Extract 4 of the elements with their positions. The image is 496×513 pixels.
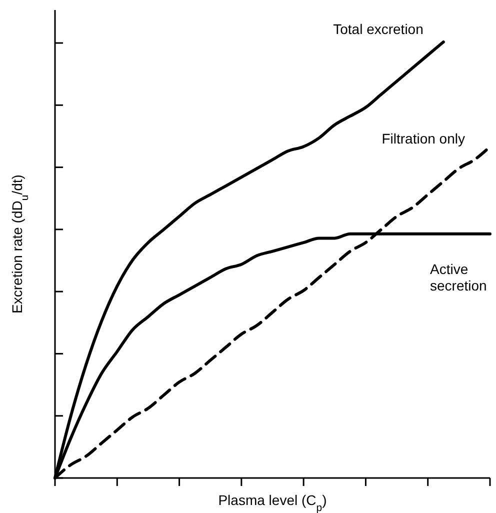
x-axis-title: Plasma level (C$_{p}$) [218, 492, 327, 513]
series-label: Active secretion [430, 260, 487, 294]
series-label: Filtration only [382, 130, 465, 147]
series-label: Total excretion [333, 21, 424, 37]
